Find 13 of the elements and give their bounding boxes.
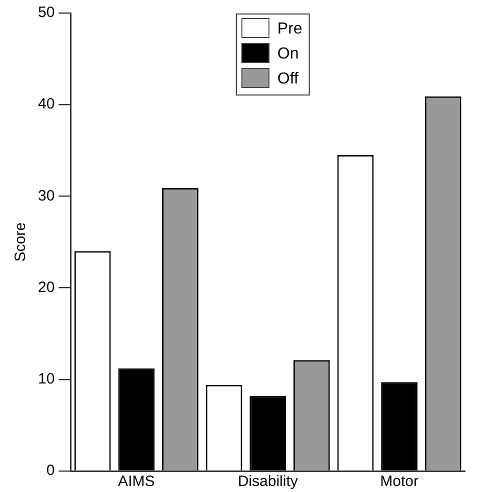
y-tick-label: 0 xyxy=(46,462,55,480)
y-tick-label: 10 xyxy=(38,370,55,388)
legend-label: Off xyxy=(277,70,299,88)
x-tick-label: AIMS xyxy=(118,473,155,490)
y-tick-label: 20 xyxy=(38,278,55,296)
legend-label: On xyxy=(277,45,299,62)
x-tick-label: Disability xyxy=(238,473,298,490)
y-tick-label: 40 xyxy=(38,96,55,113)
y-axis-title: Score xyxy=(12,222,30,262)
legend-label: Pre xyxy=(277,20,302,38)
y-tick-label: 50 xyxy=(38,4,55,22)
x-tick-label: Motor xyxy=(380,473,418,490)
y-tick-label: 30 xyxy=(38,187,55,204)
